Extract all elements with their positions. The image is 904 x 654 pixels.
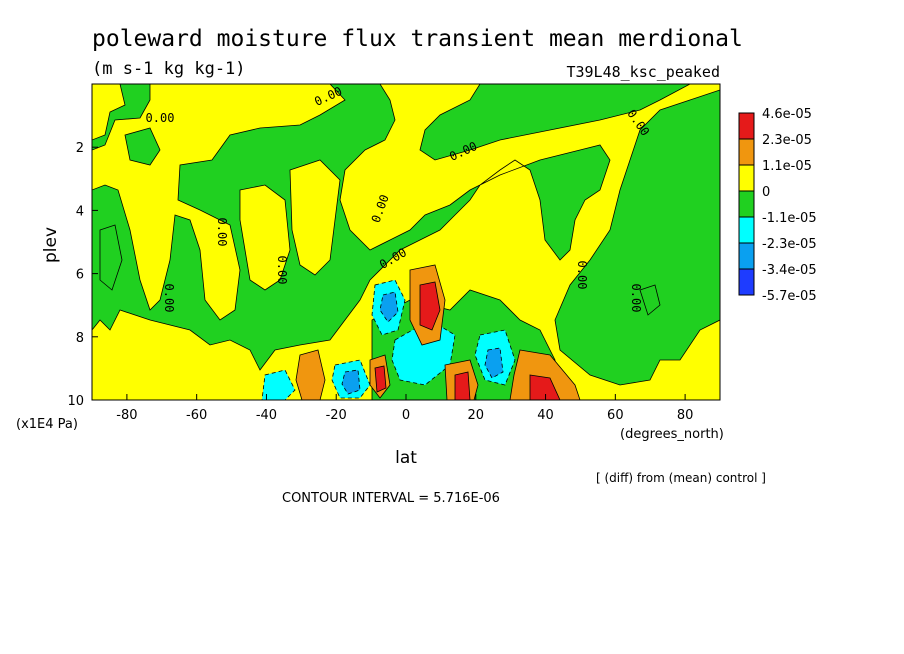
x-tick-label: -80 <box>116 408 137 423</box>
colorbar-label: 2.3e-05 <box>762 133 812 148</box>
peak-positive-region <box>454 371 471 400</box>
x-tick-label: 40 <box>537 408 554 423</box>
contour-value-label: 0.00 <box>146 111 175 125</box>
x-tick-label: -40 <box>256 408 277 423</box>
negative-region <box>124 127 161 166</box>
positive-region <box>239 184 291 291</box>
colorbar-label: 4.6e-05 <box>762 107 812 122</box>
x-tick-label: -60 <box>186 408 207 423</box>
y-tick-label: 4 <box>76 204 84 219</box>
x-axis-units: (degrees_north) <box>620 427 724 442</box>
peak-negative-region <box>484 347 504 379</box>
chart-title: poleward moisture flux transient mean me… <box>92 26 743 52</box>
colorbar-swatch <box>738 216 755 244</box>
x-tick-label: 20 <box>468 408 485 423</box>
colorbar-swatch <box>738 164 755 192</box>
colorbar-swatch <box>738 138 755 166</box>
strong-positive-region <box>509 349 581 400</box>
x-axis-ticks: -80 -60 -40 -20 0 20 40 60 80 <box>116 394 693 423</box>
colorbar-label: 0 <box>762 185 770 200</box>
y-axis-units: (x1E4 Pa) <box>16 417 78 432</box>
peak-positive-region <box>374 365 387 393</box>
strong-negative-region <box>261 369 296 400</box>
strong-positive-region <box>295 349 326 400</box>
x-tick-label: -20 <box>326 408 347 423</box>
chart-units: (m s-1 kg kg-1) <box>92 59 246 79</box>
peak-negative-region <box>341 369 361 395</box>
negative-region <box>99 224 123 291</box>
positive-region <box>289 159 341 276</box>
peak-positive-region <box>419 281 441 331</box>
contour-value-label: 0.00 <box>162 284 176 313</box>
contour-interval-label: CONTOUR INTERVAL = 5.716E-06 <box>282 491 500 506</box>
contour-fields <box>92 84 720 400</box>
colorbar-swatch <box>738 190 755 218</box>
colorbar: 4.6e-05 2.3e-05 1.1e-05 0 -1.1e-05 -2.3e-05 -3… <box>738 107 817 304</box>
y-axis-ticks: 2 4 6 8 10 <box>67 141 98 409</box>
peak-negative-region <box>379 291 399 323</box>
contour-value-label: 0.00 <box>275 256 289 285</box>
colorbar-label: -3.4e-05 <box>762 263 817 278</box>
contour-value-label: 0.00 <box>215 218 229 247</box>
x-tick-label: 60 <box>607 408 624 423</box>
colorbar-swatch <box>738 112 755 140</box>
y-tick-label: 10 <box>67 394 84 409</box>
plot-area: 0.000.000.000.000.000.000.000.000.000.00… <box>67 83 721 423</box>
colorbar-swatch <box>738 242 755 270</box>
colorbar-swatch <box>738 268 755 296</box>
y-tick-label: 6 <box>76 268 84 283</box>
x-tick-label: 0 <box>402 408 410 423</box>
contour-value-label: 0.00 <box>629 284 643 313</box>
experiment-label: T39L48_ksc_peaked <box>566 63 720 81</box>
colorbar-label: -5.7e-05 <box>762 289 817 304</box>
y-tick-label: 2 <box>76 141 84 156</box>
y-axis-label: plev <box>41 227 61 263</box>
positive-region <box>92 84 126 141</box>
colorbar-label: -1.1e-05 <box>762 211 817 226</box>
diff-note: [ (diff) from (mean) control ] <box>596 471 766 485</box>
contour-value-label: 0.00 <box>575 261 589 290</box>
colorbar-label: -2.3e-05 <box>762 237 817 252</box>
peak-positive-region <box>529 374 561 400</box>
x-tick-label: 80 <box>677 408 694 423</box>
colorbar-label: 1.1e-05 <box>762 159 812 174</box>
x-axis-label: lat <box>395 448 417 468</box>
y-tick-label: 8 <box>76 331 84 346</box>
negative-region <box>639 284 661 316</box>
